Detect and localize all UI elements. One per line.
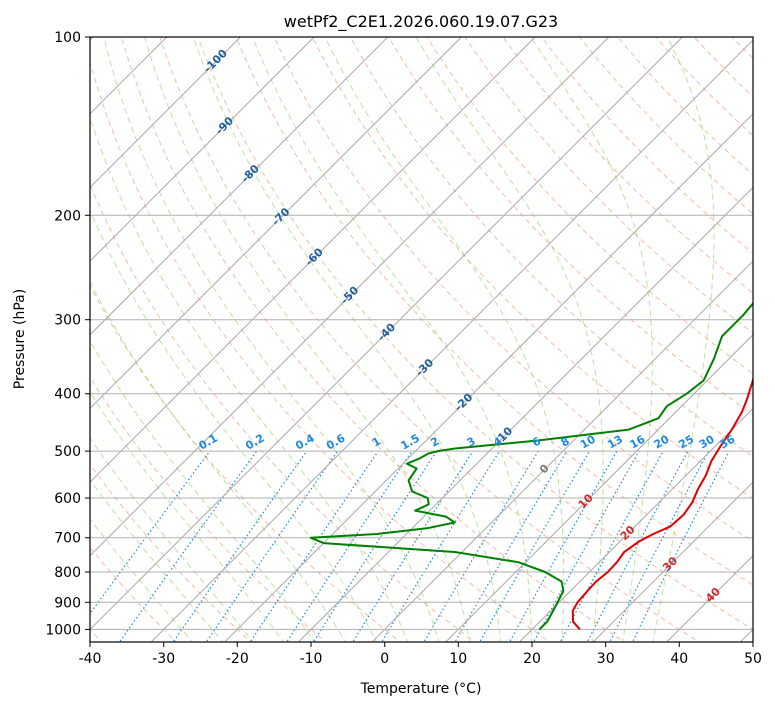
y-tick-label: 1000	[45, 622, 81, 638]
dry-adiabat-line	[273, 37, 753, 543]
mixing-ratio-line	[118, 450, 258, 642]
x-axis-ticks: -40 -30 -20 -10 0 10 20 30 40 50	[79, 642, 762, 667]
moist-adiabat-line	[90, 280, 346, 642]
dry-adiabat-line	[90, 183, 476, 642]
x-tick-label: -10	[300, 651, 323, 667]
y-tick-label: 200	[54, 208, 81, 224]
y-tick-label: 100	[54, 30, 81, 46]
moist-adiabat-line	[90, 391, 285, 642]
dry-adiabat-line	[159, 37, 701, 642]
x-tick-label: 30	[597, 651, 615, 667]
isotherm-line	[90, 37, 241, 189]
mixing-ratio-line	[454, 450, 568, 642]
moist-adiabat-line	[90, 339, 316, 642]
isotherm-line	[371, 260, 753, 642]
isotherm-line	[444, 334, 753, 642]
x-tick-label: 20	[523, 651, 541, 667]
x-tick-label: 50	[744, 651, 762, 667]
y-tick-label: 300	[54, 313, 81, 329]
y-tick-label: 600	[54, 491, 81, 507]
moist-adiabat-line	[90, 437, 254, 642]
mixing-ratio-line	[172, 450, 308, 642]
x-tick-label: -20	[226, 651, 249, 667]
isotherm-line	[592, 481, 753, 642]
plot-area: -100-90-80-70-60-50-40-30-20-10010203040…	[90, 37, 753, 642]
isotherm-line	[297, 186, 753, 642]
mixing-ratio-line	[90, 450, 211, 615]
dry-adiabat-line	[388, 37, 753, 416]
y-tick-label: 500	[54, 444, 81, 460]
isotherm-line	[150, 39, 753, 642]
isotherm-line	[518, 407, 753, 642]
y-tick-label: 900	[54, 595, 81, 611]
dry-adiabat-line	[311, 37, 753, 500]
isotherm-line	[90, 37, 389, 336]
plot-frame	[89, 36, 754, 643]
chart-title: wetPf2_C2E1.2026.060.19.07.G23	[284, 12, 558, 32]
isotherm-line	[90, 37, 683, 631]
x-tick-label: -40	[79, 651, 102, 667]
mixing-ratio-line	[205, 450, 338, 642]
y-axis-ticks: 1000 900 800 700 600 500 400 300 200 100	[45, 30, 90, 638]
x-tick-label: 10	[449, 651, 467, 667]
mixing-ratio-line	[609, 450, 710, 642]
isotherm-line	[90, 37, 610, 557]
x-tick-label: -30	[152, 651, 175, 667]
y-tick-label: 400	[54, 387, 81, 403]
x-axis-title: Temperature (°C)	[360, 681, 482, 697]
mixing-ratio-line	[285, 450, 413, 642]
y-axis-title: Pressure (hPa)	[12, 289, 28, 389]
mixing-ratio-line	[586, 450, 689, 642]
sounding-profiles	[309, 301, 753, 631]
y-tick-label: 700	[54, 531, 81, 547]
pressure-gridlines	[90, 37, 753, 630]
isotherm-line	[90, 37, 536, 483]
isotherms	[90, 37, 753, 642]
moist-adiabat-line	[90, 209, 378, 642]
y-tick-label: 800	[54, 565, 81, 581]
temperature-profile	[571, 376, 753, 631]
mixing-ratio-line	[249, 450, 379, 642]
dry-adiabat-line	[235, 37, 753, 586]
mixing-ratio-line	[312, 450, 438, 642]
x-tick-label: 40	[670, 651, 688, 667]
moist-adiabat-line	[90, 479, 224, 642]
isotherm-line	[90, 37, 462, 410]
dry-adiabat-line	[197, 37, 753, 630]
mixing-ratio-line	[380, 450, 501, 642]
dewpoint-profile	[309, 301, 753, 631]
x-tick-label: 0	[380, 651, 389, 667]
isotherm-line	[90, 37, 315, 262]
mixing-ratio-line	[559, 450, 664, 642]
